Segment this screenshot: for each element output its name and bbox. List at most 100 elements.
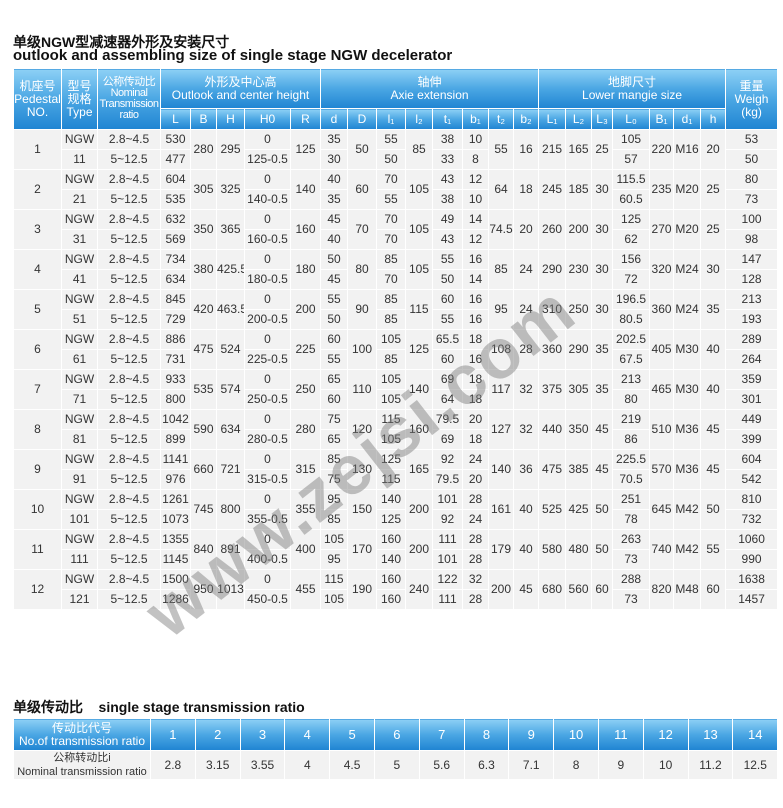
cell-b2: 36 <box>512 449 540 490</box>
ratio-number: 10 <box>553 718 599 751</box>
cell-h: 45 <box>700 409 727 450</box>
header-pedestal: 机座号 Pedestal NO. <box>13 68 62 130</box>
cell-l: 899 <box>160 429 191 450</box>
cell-l0: 70.5 <box>612 469 651 490</box>
cell-h0: 315-0.5 <box>244 469 291 490</box>
cell-t1: 92 <box>432 509 463 530</box>
ratio-number: 7 <box>418 718 465 751</box>
cell-ratio: 5~12.5 <box>97 229 161 250</box>
cell-t1: 55 <box>432 309 463 330</box>
table-row: 111 5~12.5 1145 400-0.5 95 140 101 28 73 990 <box>14 549 779 570</box>
ratio-number: 9 <box>508 718 555 751</box>
cell-d: 60 <box>320 329 348 350</box>
cell-b2: 32 <box>512 369 540 410</box>
cell-l0: 80.5 <box>612 309 651 330</box>
cell-l1: 260 <box>538 209 567 250</box>
cell-d: 65 <box>320 369 348 390</box>
cell-l: 1261 <box>160 489 191 510</box>
cell-h: 25 <box>700 209 727 250</box>
cell-h0: 0 <box>244 329 291 350</box>
cell-l0: 72 <box>612 269 651 290</box>
table-row: 101 5~12.5 1073 355-0.5 85 125 92 24 78 732 <box>14 509 779 530</box>
cell-h0: 160-0.5 <box>244 229 291 250</box>
cell-weight: 289 <box>725 329 779 350</box>
cell-b: 745 <box>190 489 217 530</box>
cell-ratio: 5~12.5 <box>97 149 161 170</box>
cell-ratio: 2.8~4.5 <box>97 409 161 430</box>
cell-ratio: 5~12.5 <box>97 269 161 290</box>
cell-h0: 200-0.5 <box>244 309 291 330</box>
cell-l: 634 <box>160 269 191 290</box>
cell-ratio: 2.8~4.5 <box>97 289 161 310</box>
cell-weight: 990 <box>725 549 779 570</box>
cell-weight: 53 <box>725 129 779 150</box>
cell-b1: 12 <box>462 169 489 190</box>
cell-weight: 193 <box>725 309 779 330</box>
cell-l1: 680 <box>538 569 567 610</box>
cell-t1: 38 <box>432 189 463 210</box>
cell-l3: 50 <box>591 529 614 570</box>
cell-l: 1355 <box>160 529 191 550</box>
cell-b1: 235 <box>649 169 675 210</box>
cell-r: 140 <box>290 169 321 210</box>
cell-pedestal: 8 <box>13 409 62 450</box>
header-text: 公称传动比 <box>102 76 156 88</box>
cell-type: NGW <box>61 249 98 270</box>
cell-l1: 140 <box>376 489 406 510</box>
ratio-number: 13 <box>687 718 734 751</box>
cell-t2: 127 <box>488 409 514 450</box>
cell-l0: 73 <box>612 549 651 570</box>
cell-b: 590 <box>190 409 217 450</box>
cell-b1: 10 <box>462 129 489 150</box>
cell-l0: 219 <box>612 409 651 430</box>
cell-t2: 140 <box>488 449 514 490</box>
header-text: Outlook and center height <box>171 87 310 102</box>
cell-t1: 49 <box>432 209 463 230</box>
ratio-value: 8 <box>553 750 599 780</box>
cell-l3: 60 <box>591 569 614 610</box>
header-lower: 地脚尺寸 Lower mangie size <box>538 68 727 109</box>
cell-b1: 16 <box>462 309 489 330</box>
ratio-number: 4 <box>284 718 331 751</box>
cell-h: 40 <box>700 329 727 370</box>
cell-weight: 1060 <box>725 529 779 550</box>
cell-weight: 359 <box>725 369 779 390</box>
cell-d: 105 <box>320 589 348 610</box>
cell-d1: M36 <box>673 449 702 490</box>
cell-t1: 111 <box>432 529 463 550</box>
cell-t1: 33 <box>432 149 463 170</box>
cell-h: 40 <box>700 369 727 410</box>
cell-h0: 0 <box>244 249 291 270</box>
dimensions-table: 机座号 Pedestal NO. 型号 规格 Type 公称传动比 Nominal Transm… <box>13 68 779 610</box>
header-outlook: 外形及中心高 Outlook and center height <box>160 68 321 109</box>
header-text: Lower mangie size <box>582 87 683 102</box>
title-en: outlook and assembling size of single st… <box>13 47 453 64</box>
cell-pedestal: 2 <box>13 169 62 210</box>
cell-l1: 105 <box>376 369 406 390</box>
cell-b: 305 <box>190 169 217 210</box>
cell-l0: 288 <box>612 569 651 590</box>
cell-h: 891 <box>216 529 245 570</box>
header-text: 地脚尺寸 <box>608 74 657 89</box>
cell-d: 30 <box>320 149 348 170</box>
cell-weight: 128 <box>725 269 779 290</box>
cell-l1: 525 <box>538 489 567 530</box>
label-text: Nominal transmission ratio <box>17 766 147 778</box>
cell-d1: M42 <box>673 489 702 530</box>
cell-l1: 55 <box>376 189 406 210</box>
cell-type: NGW <box>61 449 98 470</box>
cell-type: NGW <box>61 409 98 430</box>
cell-h0: 0 <box>244 289 291 310</box>
cell-l2: 305 <box>565 369 593 410</box>
table-row: 8 NGW 2.8~4.5 1042 590 634 0 280 75 120 115 160 79.5… <box>13 409 779 450</box>
cell-h: 50 <box>700 489 727 530</box>
header-text: ratio <box>119 109 139 121</box>
cell-b1: 270 <box>649 209 675 250</box>
table-row: 10 NGW 2.8~4.5 1261 745 800 0 355 95 150 140 200 101… <box>13 489 779 530</box>
cell-b: 535 <box>190 369 217 410</box>
cell-h0: 0 <box>244 569 291 590</box>
cell-ratio: 2.8~4.5 <box>97 169 161 190</box>
cell-t1: 55 <box>432 249 463 270</box>
header-col: L₀ <box>612 108 651 130</box>
header-col: R <box>290 108 321 130</box>
